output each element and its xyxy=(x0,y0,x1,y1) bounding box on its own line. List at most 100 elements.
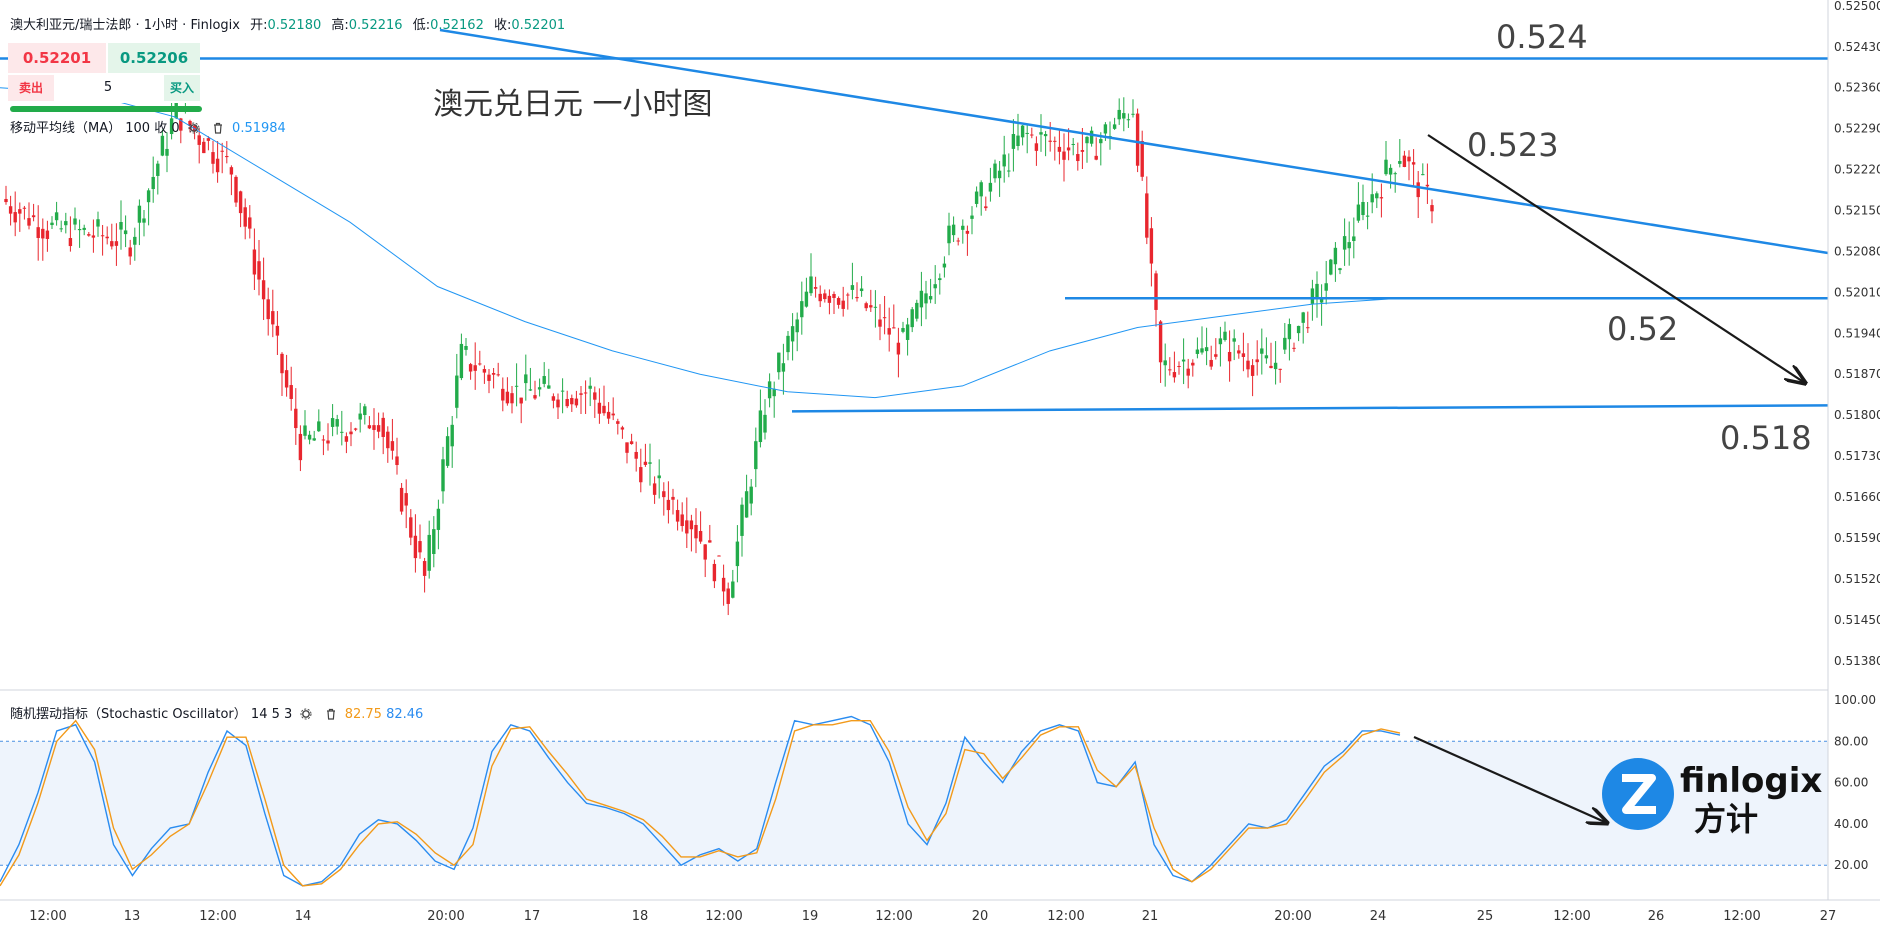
candle-body xyxy=(4,198,8,203)
candle-body xyxy=(947,225,951,244)
candle-body xyxy=(1209,359,1213,367)
candle-body xyxy=(1416,182,1420,198)
candle-body xyxy=(8,206,13,214)
trade-panel: 0.52201 0.52206 卖出 5 买入 xyxy=(8,43,200,103)
candle-body xyxy=(349,431,353,435)
candle-body xyxy=(777,352,781,373)
candle-body xyxy=(114,241,119,246)
candle-body xyxy=(786,335,790,353)
candle-body xyxy=(1273,362,1278,370)
price-tick-label: 0.51800 xyxy=(1834,408,1880,422)
candle-body xyxy=(1034,143,1039,151)
buy-price-button[interactable]: 0.52206 xyxy=(108,43,200,73)
candle-body xyxy=(31,215,36,218)
time-tick-label: 12:00 xyxy=(1047,909,1084,924)
sell-button[interactable]: 卖出 xyxy=(8,75,54,101)
candle-body xyxy=(1347,242,1351,249)
candle-body xyxy=(1122,113,1126,119)
candle-body xyxy=(1361,201,1365,216)
candle-body xyxy=(1043,134,1048,137)
time-tick-label: 20 xyxy=(972,909,989,924)
candle-body xyxy=(491,373,496,375)
candle-body xyxy=(1269,365,1273,369)
quantity-input[interactable]: 5 xyxy=(56,75,160,101)
candle-body xyxy=(1039,132,1043,135)
candle-body xyxy=(1145,193,1149,238)
price-tick-label: 0.52220 xyxy=(1834,163,1880,177)
candle-body xyxy=(298,433,303,461)
trash-icon[interactable] xyxy=(212,122,224,134)
low-label: 低: xyxy=(412,18,431,33)
candle-body xyxy=(482,369,487,373)
candle-body xyxy=(869,305,873,308)
sell-price-button[interactable]: 0.52201 xyxy=(8,43,106,73)
candle-body xyxy=(450,424,454,447)
stoch-params: 14 5 3 xyxy=(250,707,293,722)
candle-body xyxy=(1099,139,1103,144)
candle-body xyxy=(36,227,40,238)
time-tick-label: 19 xyxy=(802,909,819,924)
time-tick-label: 12:00 xyxy=(1553,909,1590,924)
candle-body xyxy=(1260,348,1264,354)
candle-body xyxy=(1356,204,1361,221)
time-tick-label: 12:00 xyxy=(875,909,912,924)
candle-body xyxy=(620,427,625,430)
price-tick-label: 0.52080 xyxy=(1834,244,1880,258)
stoch-tick-label: 40.00 xyxy=(1834,817,1868,831)
candle-body xyxy=(119,222,123,230)
candle-body xyxy=(1020,125,1025,138)
candle-body xyxy=(1306,327,1310,329)
candle-body xyxy=(1218,338,1223,345)
high-label: 高: xyxy=(331,18,349,33)
candle-body xyxy=(556,399,560,408)
price-tick-label: 0.51380 xyxy=(1834,654,1880,668)
finlogix-logo: finlogix 方计 xyxy=(1602,758,1822,834)
candle-body xyxy=(381,417,385,437)
candle-body xyxy=(505,391,510,404)
candle-body xyxy=(823,293,827,300)
gear-icon[interactable] xyxy=(300,708,312,720)
candle-body xyxy=(1135,113,1140,166)
buy-button[interactable]: 买入 xyxy=(164,75,200,101)
candle-body xyxy=(551,396,556,401)
candle-body xyxy=(1388,167,1393,175)
candle-body xyxy=(574,398,579,406)
price-tick-label: 0.52430 xyxy=(1834,40,1880,54)
candle-body xyxy=(1425,184,1430,187)
candle-body xyxy=(326,440,330,444)
candle-body xyxy=(717,555,721,557)
candle-body xyxy=(689,520,694,530)
ma-value: 0.51984 xyxy=(232,121,286,136)
candle-body xyxy=(1310,288,1315,304)
candle-body xyxy=(82,227,86,230)
candle-body xyxy=(1352,236,1356,242)
candle-body xyxy=(1195,349,1200,354)
candle-body xyxy=(680,514,684,527)
candle-body xyxy=(708,540,712,543)
candle-body xyxy=(1287,324,1292,340)
candle-body xyxy=(1342,236,1347,250)
candle-body xyxy=(1172,372,1177,378)
gear-icon[interactable] xyxy=(188,122,200,134)
candle-body xyxy=(321,439,326,441)
candle-body xyxy=(625,442,629,453)
candle-body xyxy=(754,441,758,470)
open-label: 开: xyxy=(250,18,268,33)
candle-body xyxy=(1181,359,1186,362)
candle-body xyxy=(984,206,988,209)
candle-body xyxy=(248,217,252,229)
candle-body xyxy=(813,287,818,289)
time-tick-label: 13 xyxy=(124,909,141,924)
trash-icon[interactable] xyxy=(325,708,337,720)
candle-body xyxy=(197,135,201,145)
candle-body xyxy=(1241,353,1246,357)
candle-body xyxy=(68,238,73,247)
candle-body xyxy=(289,385,293,399)
candle-body xyxy=(455,375,459,408)
candle-body xyxy=(859,288,864,292)
symbol-name[interactable]: 澳大利亚元/瑞士法郎 · 1小时 · Finlogix xyxy=(10,18,240,33)
candle-body xyxy=(924,293,928,304)
candle-body xyxy=(1292,347,1296,349)
time-tick-label: 25 xyxy=(1477,909,1494,924)
